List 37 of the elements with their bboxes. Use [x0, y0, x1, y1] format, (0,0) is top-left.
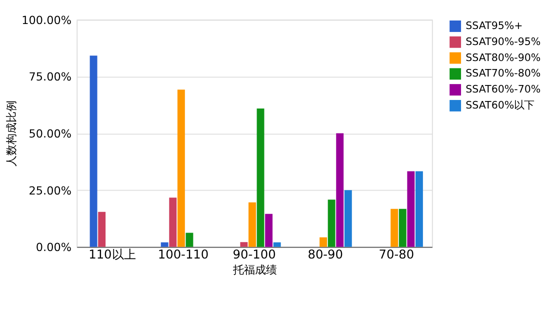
bar: [407, 171, 415, 247]
bar: [336, 133, 344, 247]
y-tick-label: 75.00%: [28, 70, 72, 84]
x-tick-label: 90-100: [232, 248, 276, 262]
bar: [240, 242, 248, 247]
bar: [328, 200, 336, 247]
y-tick-label: 0.00%: [36, 241, 72, 254]
x-tick-label: 100-110: [158, 248, 209, 262]
legend-label: SSAT70%-80%: [466, 68, 541, 80]
y-tick-label: 100.00%: [22, 14, 72, 27]
bar: [98, 212, 106, 247]
legend-label: SSAT60%-70%: [466, 84, 541, 96]
bar: [398, 208, 406, 247]
bar: [169, 198, 177, 247]
bar: [248, 202, 256, 247]
legend-label: SSAT95%+: [466, 20, 523, 32]
y-tick-label: 25.00%: [28, 184, 72, 198]
x-tick-label: 70-80: [378, 248, 414, 262]
bar: [256, 108, 264, 247]
bar: [186, 232, 194, 247]
legend-label: SSAT60%以下: [466, 100, 534, 112]
x-tick-label: 110以上: [88, 248, 136, 262]
bar: [344, 190, 352, 247]
bar: [320, 237, 328, 247]
legend-label: SSAT80%-90%: [466, 52, 541, 64]
x-axis-title: 托福成绩: [232, 264, 277, 277]
bar: [390, 208, 398, 247]
bar: [415, 171, 423, 247]
bar: [273, 242, 281, 247]
y-tick-label: 50.00%: [28, 127, 72, 140]
bar: [160, 242, 168, 247]
y-axis-title: 人数构成比例: [5, 100, 18, 167]
bar: [90, 56, 98, 247]
bar: [177, 90, 185, 247]
legend-label: SSAT90%-95%: [466, 36, 541, 48]
x-tick-label: 80-90: [308, 248, 343, 262]
bar: [265, 214, 273, 247]
